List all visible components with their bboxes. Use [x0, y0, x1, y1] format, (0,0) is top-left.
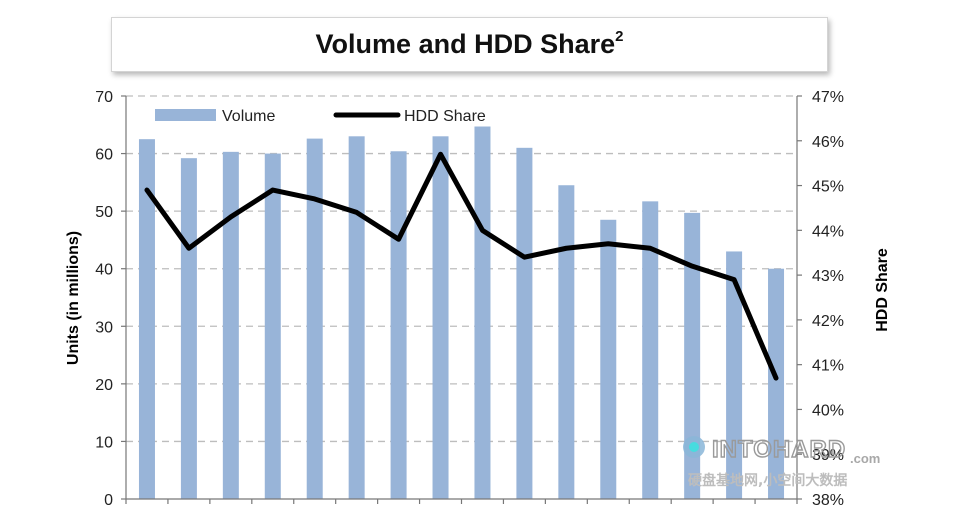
volume-bar — [600, 219, 617, 499]
volume-bar — [348, 136, 365, 500]
volume-bar — [222, 151, 239, 499]
y-left-tick-label: 30 — [95, 319, 113, 336]
hdd-share-line — [144, 151, 779, 381]
legend-volume-label: Volume — [222, 108, 275, 125]
y-right-tick-label: 47% — [812, 89, 844, 106]
legend: Volume HDD Share — [155, 108, 486, 125]
y-right-tick-label: 42% — [812, 313, 844, 330]
y-left-tick-label: 10 — [95, 434, 113, 451]
y-left-tick-label: 60 — [95, 147, 113, 164]
chart-title: Volume and HDD Share2 — [315, 28, 624, 59]
axes — [121, 95, 802, 504]
volume-bar — [432, 136, 449, 500]
chart-title-superscript: 2 — [615, 28, 624, 45]
volume-bar — [642, 201, 659, 499]
volume-bar — [516, 147, 533, 500]
y-right-tick-label: 45% — [812, 179, 844, 196]
y-right-tick-label: 40% — [812, 402, 844, 419]
y-right-tick-label: 38% — [812, 492, 844, 509]
y-right-tick-label: 44% — [812, 223, 844, 240]
y-right-tick-label: 43% — [812, 268, 844, 285]
tick-labels: 0 10 20 30 40 50 60 70 38% 39% 40% 41% 42% 43% 44% 45% 4… — [95, 89, 844, 509]
y-left-tick-label: 40 — [95, 262, 113, 279]
y-axis-right-title: HDD Share — [874, 248, 891, 332]
watermark-domain: .com — [850, 451, 880, 466]
y-left-tick-label: 0 — [104, 492, 113, 509]
y-left-tick-label: 50 — [95, 204, 113, 221]
volume-bar — [558, 185, 575, 499]
volume-bar — [264, 153, 281, 500]
watermark-brand: INTOHARD — [712, 436, 846, 463]
y-right-tick-label: 46% — [812, 134, 844, 151]
volume-bar — [180, 158, 197, 500]
volume-bar — [390, 151, 407, 500]
y-left-tick-label: 70 — [95, 89, 113, 106]
legend-volume-swatch — [155, 109, 216, 121]
volume-bar — [474, 126, 491, 500]
volume-bar — [684, 212, 701, 499]
chart-title-box: Volume and HDD Share2 — [111, 17, 828, 72]
y-right-tick-label: 39% — [812, 447, 844, 464]
y-left-tick-label: 20 — [95, 377, 113, 394]
volume-bar — [768, 268, 785, 499]
share-line — [144, 151, 779, 381]
legend-share-label: HDD Share — [404, 108, 486, 125]
watermark-tagline: 硬盘基地网,小空间大数据 — [688, 472, 847, 489]
volume-bar — [726, 251, 743, 499]
volume-bar — [306, 138, 323, 500]
y-right-tick-label: 41% — [812, 358, 844, 375]
volume-bar — [138, 139, 155, 499]
y-axis-left-title: Units (in millions) — [65, 231, 82, 365]
watermark: INTOHARD .com 硬盘基地网,小空间大数据 — [682, 430, 897, 492]
